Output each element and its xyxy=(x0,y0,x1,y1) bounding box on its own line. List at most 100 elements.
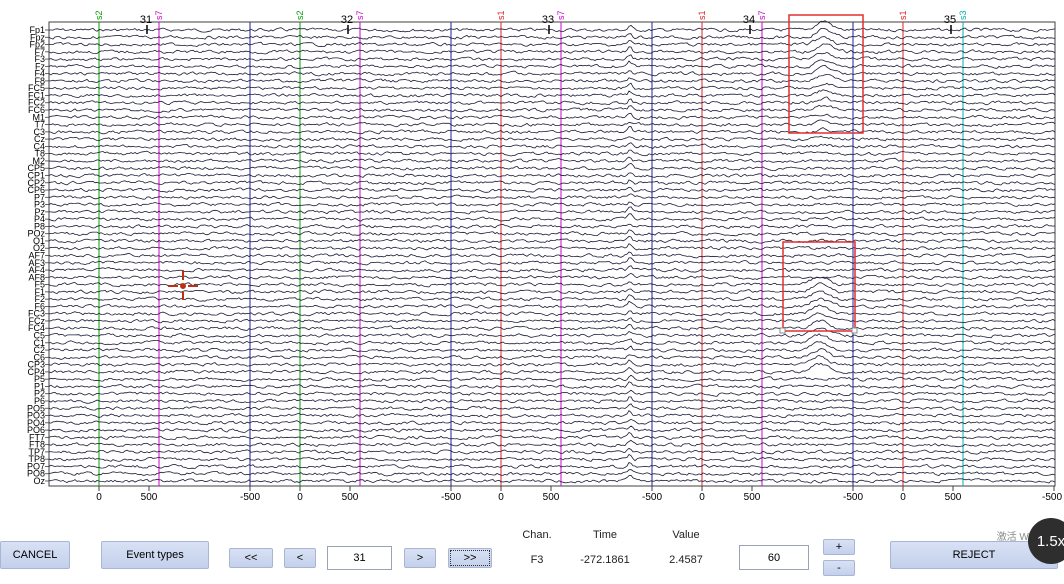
channel-label: F7 xyxy=(34,47,45,57)
eeg-trace xyxy=(48,439,1056,448)
eeg-scroll-plot[interactable]: Fp1FpzFp2F7F3FzF4F8FC5FC1FC2FC6M1T7C3CzC… xyxy=(0,0,1064,510)
eeg-trace xyxy=(48,348,1056,361)
channel-label: FC5 xyxy=(28,83,45,93)
channel-label: AF4 xyxy=(28,265,45,275)
eeg-trace xyxy=(48,112,1056,121)
channel-label: FT7 xyxy=(29,432,45,442)
spacing-field[interactable]: 60 xyxy=(739,545,809,570)
resize-handle-right[interactable] xyxy=(851,327,858,334)
eeg-trace xyxy=(48,362,1056,375)
eeg-trace xyxy=(48,59,1056,70)
channel-label: AF8 xyxy=(28,272,45,282)
channel-label: PO5 xyxy=(27,403,45,413)
eeg-trace xyxy=(49,74,1056,84)
channel-label: F6 xyxy=(34,301,45,311)
selection-boxes[interactable] xyxy=(779,14,864,334)
channel-label: P7 xyxy=(34,192,45,202)
channel-label: FC4 xyxy=(28,323,45,333)
x-axis-ticks: 0 500 -500 0 500 -500 0 500 -500 0 500 -500 0 500 -500 xyxy=(96,486,1062,503)
eeg-trace xyxy=(48,341,1056,353)
cancel-button[interactable]: CANCEL xyxy=(0,541,70,569)
eeg-trace xyxy=(48,213,1056,222)
eeg-trace xyxy=(48,425,1056,433)
event-types-button[interactable]: Event types xyxy=(101,541,209,569)
channel-label: FC2 xyxy=(28,98,45,108)
channel-label: FC6 xyxy=(28,105,45,115)
eeg-trace xyxy=(48,179,1056,186)
channel-label: FC1 xyxy=(28,90,45,100)
event-label: s1 xyxy=(496,10,506,20)
x-tick-label: 500 xyxy=(945,492,962,503)
eeg-trace xyxy=(48,82,1056,91)
selection-box-lower[interactable] xyxy=(782,241,856,332)
channel-label: Fz xyxy=(35,61,45,71)
prev-fast-button[interactable]: << xyxy=(229,548,273,568)
eeg-trace xyxy=(48,403,1056,411)
eeg-trace xyxy=(48,104,1056,113)
spacing-minus-button[interactable]: - xyxy=(823,560,855,576)
x-tick-label: 0 xyxy=(900,492,906,503)
x-tick-label: 500 xyxy=(744,492,761,503)
x-tick-label: -500 xyxy=(240,492,260,503)
eeg-trace xyxy=(48,149,1056,157)
eeg-trace xyxy=(49,119,1056,128)
channel-label: C4 xyxy=(33,141,45,151)
channel-label: F4 xyxy=(34,69,45,79)
channel-label: M1 xyxy=(32,112,45,122)
eeg-trace xyxy=(48,282,1056,295)
eeg-trace xyxy=(48,381,1056,389)
eeg-trace xyxy=(49,206,1056,215)
event-label: s1 xyxy=(697,10,707,20)
event-label: s1 xyxy=(898,10,908,20)
eeg-trace xyxy=(48,186,1056,193)
spacing-plus-button[interactable]: + xyxy=(823,539,855,555)
channel-label: F2 xyxy=(34,294,45,304)
eeg-trace xyxy=(48,235,1055,244)
channel-label: M2 xyxy=(32,156,45,166)
eeg-trace xyxy=(49,36,1056,48)
channel-label: F1 xyxy=(34,287,45,297)
channel-label: C6 xyxy=(33,352,45,362)
eeg-trace xyxy=(48,432,1056,441)
eeg-trace xyxy=(48,43,1056,55)
channel-label: TP7 xyxy=(28,447,45,457)
channel-label: CP3 xyxy=(27,360,45,370)
value-label: Value xyxy=(672,529,700,541)
eeg-trace xyxy=(48,201,1056,207)
eeg-trace xyxy=(48,156,1055,164)
x-tick-label: -500 xyxy=(1042,492,1062,503)
x-tick-label: 500 xyxy=(543,492,560,503)
eeg-trace xyxy=(48,354,1056,367)
eeg-trace xyxy=(48,172,1056,179)
next-button[interactable]: > xyxy=(404,548,436,568)
channel-label: C2 xyxy=(33,345,45,355)
channel-label: AF7 xyxy=(28,251,45,261)
time-label: Time xyxy=(592,529,618,541)
x-tick-label: 0 xyxy=(699,492,705,503)
eeg-trace xyxy=(48,135,1056,142)
x-tick-label: 0 xyxy=(96,492,102,503)
epoch-number-label: 35 xyxy=(944,14,956,26)
prev-button[interactable]: < xyxy=(284,548,316,568)
channel-label: FCz xyxy=(29,316,46,326)
channel-label: Fp1 xyxy=(29,25,45,35)
channel-label: TP8 xyxy=(28,454,45,464)
event-label: s2 xyxy=(94,10,104,20)
selection-box-upper[interactable] xyxy=(788,14,864,134)
x-tick-label: -500 xyxy=(642,492,662,503)
channel-label: CP4 xyxy=(27,367,45,377)
resize-handle-left[interactable] xyxy=(779,327,786,334)
epoch-number-label: 33 xyxy=(542,14,554,26)
channel-label: PO4 xyxy=(27,418,45,428)
channel-label: PO6 xyxy=(27,425,45,435)
next-fast-button[interactable]: >> xyxy=(448,548,492,568)
channel-label: Cz xyxy=(34,134,45,144)
eeg-trace xyxy=(48,304,1056,317)
channel-label: C3 xyxy=(33,127,45,137)
channel-label: P8 xyxy=(34,221,45,231)
channel-label: PO8 xyxy=(27,469,45,479)
eeg-trace xyxy=(48,469,1056,477)
epoch-number-field[interactable]: 31 xyxy=(327,546,392,570)
channel-label: O1 xyxy=(33,236,45,246)
